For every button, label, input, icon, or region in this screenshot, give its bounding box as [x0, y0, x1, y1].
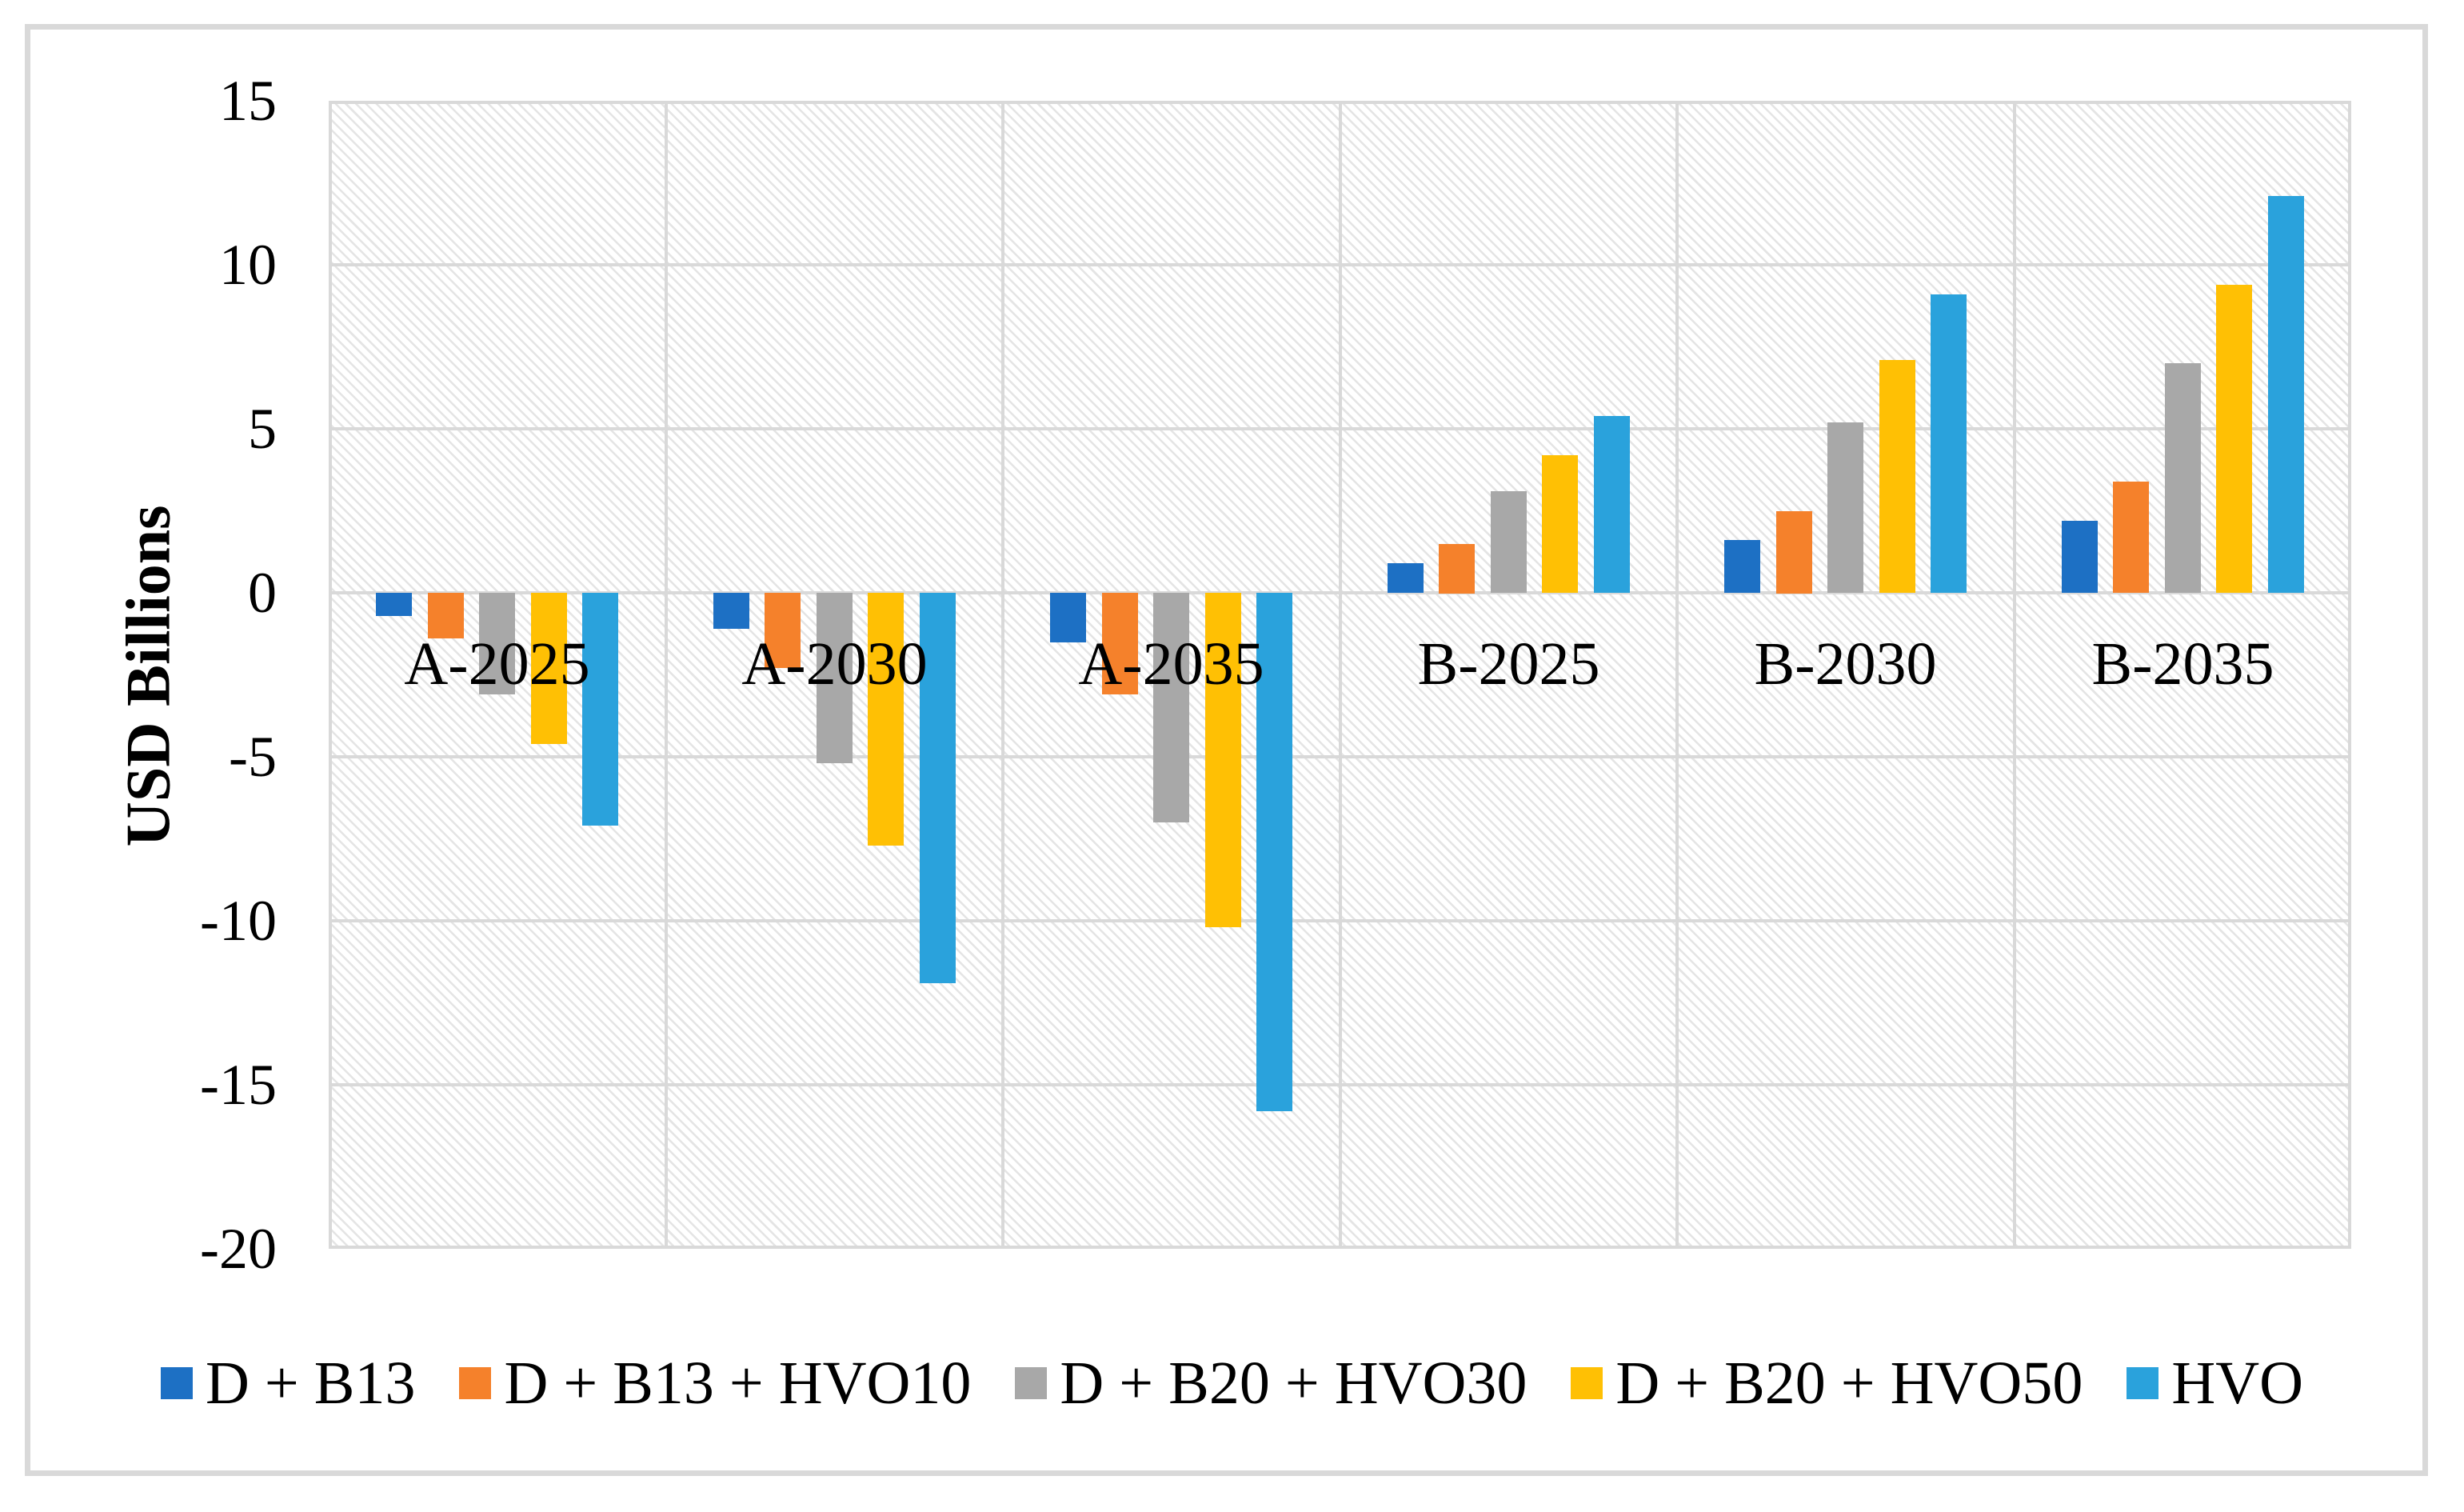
category-label: A-2030	[741, 630, 928, 698]
bar	[868, 593, 904, 846]
legend-swatch-icon	[2127, 1367, 2159, 1399]
bar	[1931, 294, 1967, 593]
bar	[817, 593, 853, 763]
legend-label: D + B13 + HVO10	[504, 1350, 972, 1417]
legend-label: D + B20 + HVO50	[1615, 1350, 2083, 1417]
gridline-vertical	[665, 101, 668, 1249]
bar	[920, 593, 956, 983]
bar	[1153, 593, 1189, 822]
y-tick-label: 5	[248, 397, 277, 461]
bar	[428, 593, 464, 638]
legend-item: D + B13	[161, 1351, 415, 1415]
bar	[1256, 593, 1292, 1111]
bar	[1102, 593, 1138, 694]
bar	[713, 593, 749, 629]
category-label: B-2035	[2091, 630, 2274, 698]
bar	[2216, 285, 2252, 593]
legend-label: D + B13	[206, 1350, 416, 1417]
y-tick-label: 10	[219, 233, 277, 297]
bar	[1827, 422, 1863, 593]
bar	[1439, 544, 1475, 594]
bar	[1388, 563, 1424, 593]
bar	[1776, 511, 1812, 594]
legend-label: D + B20 + HVO30	[1060, 1350, 1528, 1417]
bar	[1879, 360, 1915, 593]
bar	[479, 593, 515, 694]
gridline-vertical	[1339, 101, 1342, 1249]
bar	[1491, 491, 1527, 593]
category-label: B-2025	[1417, 630, 1600, 698]
legend-swatch-icon	[1015, 1367, 1048, 1399]
y-tick-label: -10	[200, 889, 277, 953]
bar	[1205, 593, 1241, 927]
bar	[2113, 482, 2149, 593]
bar	[1050, 593, 1086, 642]
y-tick-label: -15	[200, 1053, 277, 1117]
plot-area	[329, 101, 2351, 1249]
legend-item: D + B20 + HVO50	[1571, 1351, 2083, 1415]
legend-item: HVO	[2127, 1351, 2303, 1415]
bar	[2165, 363, 2201, 593]
bar	[1594, 416, 1630, 593]
y-tick-label: 0	[248, 561, 277, 625]
legend-swatch-icon	[459, 1367, 492, 1399]
legend-item: D + B20 + HVO30	[1015, 1351, 1527, 1415]
y-tick-label: -20	[200, 1217, 277, 1281]
category-label: A-2025	[404, 630, 590, 698]
bar	[765, 593, 801, 668]
legend-swatch-icon	[161, 1367, 194, 1399]
gridline-vertical	[1001, 101, 1004, 1249]
legend-swatch-icon	[1571, 1367, 1603, 1399]
bar	[376, 593, 412, 616]
gridline-vertical	[2348, 101, 2351, 1249]
bar	[2062, 521, 2098, 593]
gridline-vertical	[329, 101, 332, 1249]
bar	[531, 593, 567, 744]
legend-item: D + B13 + HVO10	[459, 1351, 971, 1415]
bar	[2268, 196, 2304, 593]
gridline-vertical	[2013, 101, 2016, 1249]
bar	[582, 593, 618, 826]
y-tick-label: -5	[229, 725, 277, 789]
bar	[1724, 540, 1760, 593]
gridline-vertical	[1675, 101, 1679, 1249]
legend-label: HVO	[2171, 1350, 2303, 1417]
category-label: B-2030	[1754, 630, 1937, 698]
y-tick-label: 15	[219, 69, 277, 133]
legend: D + B13 D + B13 + HVO10 D + B20 + HVO30 D +…	[0, 1351, 2464, 1415]
category-label: A-2035	[1078, 630, 1264, 698]
bar	[1542, 455, 1578, 593]
